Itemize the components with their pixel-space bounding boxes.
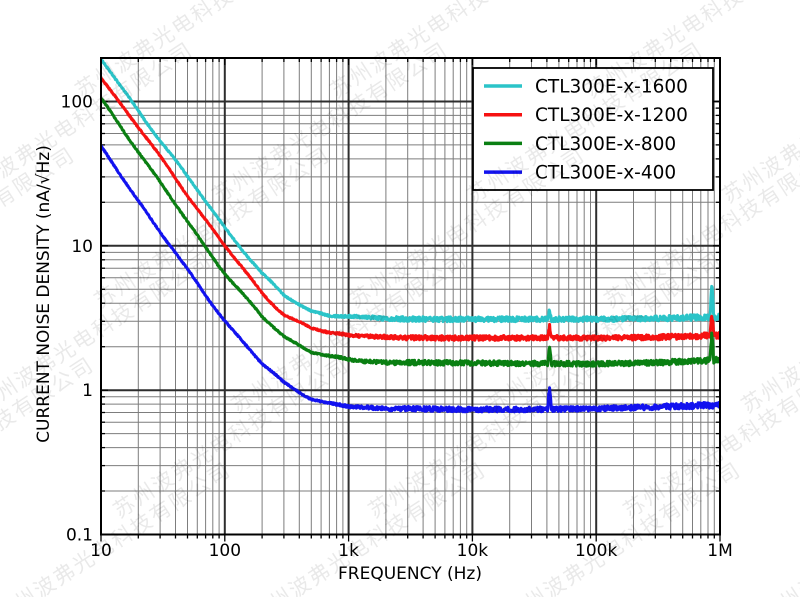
y-tick-labels: 0.1 1 10 100 [61,93,93,546]
x-tick-labels: 10 100 1k 10k 100k 1M [90,541,733,561]
x-tick-label: 1k [338,541,359,561]
legend-entry: CTL300E-x-1200 [484,105,688,126]
y-tick-label: 1 [82,381,93,401]
legend-label: CTL300E-x-1200 [535,105,688,126]
x-tick-label: 10 [90,541,112,561]
series-curves [101,58,720,414]
legend-entry: CTL300E-x-800 [484,134,676,155]
legend: CTL300E-x-1600 CTL300E-x-1200 CTL300E-x-80… [472,67,714,191]
y-tick-label: 0.1 [66,526,93,546]
x-tick-label: 10k [457,541,489,561]
legend-entry: CTL300E-x-1600 [484,77,688,98]
legend-label: CTL300E-x-1600 [535,77,688,98]
y-tick-label: 10 [71,237,93,257]
series-curve-ctl300e-x-400 [101,143,720,414]
y-axis-label: CURRENT NOISE DENSITY (nA/√Hz) [34,145,54,443]
legend-box [472,67,714,191]
x-axis-label: FREQUENCY (Hz) [338,564,482,584]
x-tick-label: 100 [209,541,241,561]
plot-border [100,57,721,536]
legend-label: CTL300E-x-400 [535,163,676,184]
series-curve-ctl300e-x-800 [101,96,720,368]
legend-label: CTL300E-x-800 [535,134,676,155]
x-tick-label: 100k [575,541,617,561]
y-tick-label: 100 [61,93,93,113]
series-curve-ctl300e-x-1600 [101,58,720,324]
legend-entry: CTL300E-x-400 [484,163,676,184]
x-tick-label: 1M [707,541,732,561]
series-curve-ctl300e-x-1200 [101,75,720,342]
